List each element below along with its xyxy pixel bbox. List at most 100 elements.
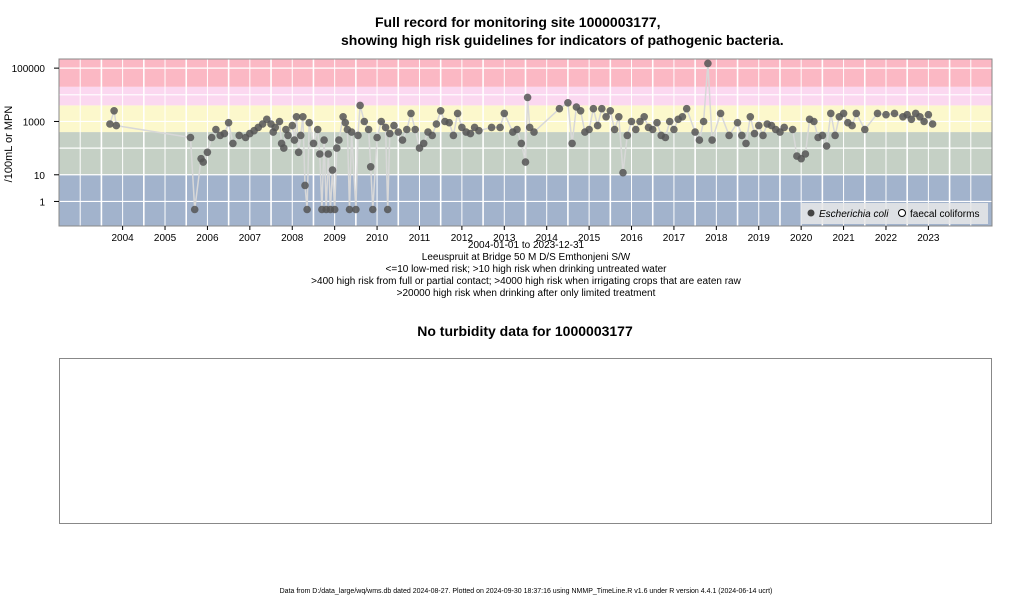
data-point	[411, 125, 420, 134]
data-point	[598, 104, 606, 113]
data-point	[428, 131, 437, 140]
data-point	[627, 117, 636, 126]
x-tick-label: 2011	[409, 233, 431, 244]
data-point	[436, 107, 445, 115]
x-tick-label: 2009	[324, 233, 347, 244]
y-tick-label: 100000	[12, 64, 46, 75]
data-point	[186, 133, 195, 142]
data-point	[341, 118, 350, 127]
data-point	[750, 129, 759, 138]
x-axis: 2004 2005 2006 2007 2008 2009 2010 2011 2012 2013…	[111, 226, 940, 244]
data-point	[861, 125, 869, 134]
data-point	[112, 121, 121, 130]
data-point	[333, 144, 341, 152]
data-point	[788, 125, 797, 134]
data-point	[780, 123, 788, 132]
data-point	[369, 205, 377, 214]
data-point	[364, 125, 373, 134]
data-point	[466, 129, 475, 138]
data-point	[742, 139, 750, 148]
data-point	[521, 158, 530, 166]
data-point	[682, 104, 691, 113]
x-tick-label: 2016	[620, 233, 643, 244]
data-point	[475, 126, 483, 135]
data-point	[632, 125, 640, 134]
data-points	[106, 59, 937, 214]
data-point	[303, 205, 311, 214]
data-point	[873, 109, 882, 118]
data-point	[356, 101, 364, 110]
data-point	[928, 120, 937, 128]
data-point	[207, 133, 216, 142]
x-tick-label: 2012	[451, 233, 474, 244]
data-point	[296, 131, 305, 140]
data-point	[110, 107, 118, 115]
data-point	[106, 120, 114, 128]
data-point	[290, 136, 299, 144]
data-point	[352, 205, 360, 214]
site-label: Leeuspruit at Bridge 50 M D/S Emthonjeni…	[421, 252, 631, 263]
plot-border	[58, 58, 993, 227]
data-point	[530, 128, 538, 136]
legend: Escherichia coli faecal coliforms	[801, 203, 988, 224]
data-point	[407, 109, 415, 118]
data-point	[678, 113, 687, 121]
data-point	[445, 118, 454, 127]
data-point	[345, 205, 354, 214]
data-point	[648, 125, 657, 134]
data-point	[324, 150, 333, 158]
data-point	[716, 109, 725, 118]
x-tick-label: 2007	[239, 233, 262, 244]
y-tick-label: 1000	[23, 117, 46, 128]
data-point	[907, 115, 916, 124]
data-point	[292, 113, 301, 121]
data-point	[313, 125, 322, 134]
turbidity-panel	[59, 358, 992, 524]
data-point	[564, 99, 572, 107]
data-point	[301, 181, 309, 190]
data-point	[523, 93, 532, 102]
data-point	[330, 205, 339, 214]
data-point	[354, 131, 362, 140]
data-point	[593, 121, 602, 130]
data-point	[568, 139, 576, 148]
data-point	[704, 59, 712, 68]
data-point	[691, 128, 699, 136]
data-point	[699, 117, 708, 126]
x-tick-label: 2019	[748, 233, 771, 244]
data-point	[801, 150, 810, 158]
footer-note: Data from D:/data_large/wq/wms.db dated …	[279, 588, 773, 595]
legend-label-faecal: faecal coliforms	[910, 209, 979, 220]
data-point	[623, 131, 632, 140]
data-point	[383, 205, 392, 214]
data-point	[190, 205, 199, 214]
data-point	[759, 131, 767, 140]
grid-lines	[59, 59, 992, 226]
data-point	[229, 139, 237, 148]
data-point	[335, 136, 343, 144]
data-point	[496, 123, 504, 132]
data-point	[299, 113, 307, 121]
x-tick-label: 2018	[705, 233, 728, 244]
data-point	[589, 104, 598, 113]
x-tick-label: 2013	[493, 233, 516, 244]
data-point	[839, 109, 848, 118]
x-tick-label: 2023	[917, 233, 940, 244]
data-point	[203, 148, 212, 157]
data-point	[653, 118, 661, 127]
x-tick-label: 2022	[875, 233, 898, 244]
data-point	[738, 131, 746, 140]
data-point	[890, 109, 899, 118]
x-tick-label: 2014	[536, 233, 559, 244]
x-tick-label: 2021	[832, 233, 855, 244]
data-point	[339, 113, 347, 121]
data-point	[275, 117, 284, 126]
x-tick-label: 2008	[281, 233, 304, 244]
data-point	[360, 117, 369, 126]
x-tick-label: 2004	[111, 233, 134, 244]
y-axis-label: /100mL or MPN	[3, 106, 15, 183]
data-point	[394, 128, 403, 136]
data-point	[822, 142, 831, 150]
data-point	[366, 163, 375, 171]
